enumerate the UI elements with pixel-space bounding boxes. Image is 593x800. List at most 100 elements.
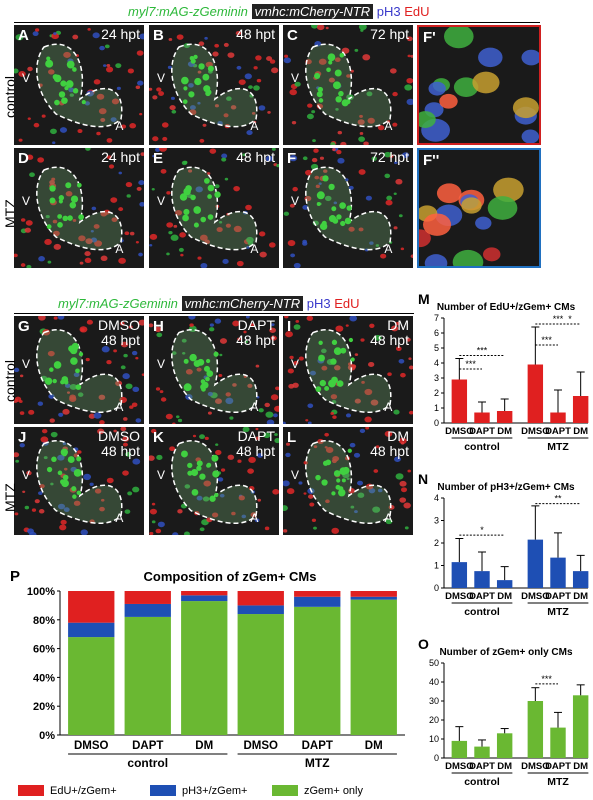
stack-phzgem-dm [181, 595, 228, 602]
ventricle-label: V [157, 468, 166, 483]
stack-phzgem-dapt [124, 603, 171, 617]
atrium-label: A [115, 400, 124, 415]
ventricle-label: V [22, 357, 31, 372]
legend-label: zGem+ only [304, 785, 363, 797]
header-green: myl7:mAG-zGeminin [128, 4, 248, 19]
bar-dmso [527, 539, 544, 588]
y-tick-label: 4 [434, 493, 439, 503]
panel-F-prime: F' [417, 25, 541, 145]
category-label: DAPT [545, 591, 571, 602]
panel-E: E 48 hpt V A [149, 148, 279, 268]
panel-G: G DMSO 48 hpt V A [14, 316, 144, 424]
y-tick-label: 7 [434, 313, 439, 323]
panel-F-double-prime: F'' [417, 148, 541, 268]
group-label-control: control [464, 776, 500, 788]
stack-phzgem-dm [350, 596, 397, 600]
ventricle-label: V [291, 193, 300, 208]
panel-condition: DAPT 48 hpt [236, 318, 275, 348]
ventricle-label: V [291, 468, 300, 483]
y-tick-label: 5 [434, 343, 439, 353]
panel-condition-line1: 72 hpt [370, 149, 409, 165]
panel-condition: DMSO 48 hpt [98, 429, 140, 459]
mid-header: myl7:mAG-zGeminin vmhc:mCherry-NTR pH3 E… [58, 296, 360, 311]
panel-condition-line1: DMSO [98, 317, 140, 333]
panel-condition: 24 hpt [101, 150, 140, 165]
top-header: myl7:mAG-zGeminin vmhc:mCherry-NTR pH3 E… [128, 4, 430, 19]
chart-O: O Number of zGem+ only CMs 0 10 20 30 40 50 DMSO… [418, 636, 589, 788]
category-label: DMSO [244, 740, 279, 752]
group-label-mtz: MTZ [547, 441, 569, 453]
bar-dm [496, 411, 513, 423]
atrium-label: A [384, 118, 393, 133]
panel-label: C [287, 27, 298, 44]
y-tick-label: 2 [434, 538, 439, 548]
stack-zgemonly-dapt [294, 606, 341, 735]
significance-mark: *** [541, 674, 552, 684]
y-tick-label: 60% [33, 644, 55, 656]
panel-condition-line2: 48 hpt [370, 332, 409, 348]
group-label-control: control [127, 756, 168, 770]
panel-condition: 72 hpt [370, 27, 409, 42]
panel-H: H DAPT 48 hpt V A [149, 316, 279, 424]
category-label: DAPT [469, 761, 495, 772]
mid-header-rule [14, 313, 414, 314]
category-label: DMSO [445, 591, 474, 602]
y-tick-label: 50 [429, 658, 439, 668]
atrium-label: A [384, 511, 393, 526]
category-label: DAPT [545, 426, 571, 437]
panel-J: J DMSO 48 hpt V A [14, 427, 144, 535]
chart-panel-label: O [418, 636, 429, 652]
significance-mark: * [568, 314, 572, 324]
stack-eduzgem-dmso [237, 591, 284, 606]
category-label: DMSO [521, 761, 550, 772]
panel-label: A [18, 27, 29, 44]
stack-zgemonly-dmso [237, 614, 284, 735]
y-tick-label: 40 [429, 677, 439, 687]
y-tick-label: 30 [429, 696, 439, 706]
stack-eduzgem-dapt [294, 591, 341, 597]
panel-B: B 48 hpt V A [149, 25, 279, 145]
chart-panel-label: N [418, 471, 428, 487]
bar-dapt [550, 557, 566, 588]
stack-zgemonly-dm [350, 599, 397, 735]
stack-zgemonly-dapt [124, 616, 171, 735]
chart-title: Composition of zGem+ CMs [144, 569, 317, 584]
significance-mark: *** [553, 314, 564, 324]
category-label: DM [573, 591, 588, 602]
category-label: DMSO [74, 740, 109, 752]
panel-label: G [18, 318, 30, 335]
chart-title: Number of EdU+/zGem+ CMs [437, 302, 576, 313]
category-label: DM [497, 591, 512, 602]
y-tick-label: 40% [33, 672, 55, 684]
row-label-control-mid: control [2, 359, 18, 402]
ventricle-label: V [157, 357, 166, 372]
group-label-mtz: MTZ [547, 776, 569, 788]
category-label: DM [365, 740, 383, 752]
bar-dapt [474, 746, 490, 758]
stack-phzgem-dapt [294, 596, 341, 607]
panel-condition-line1: DM [387, 317, 409, 333]
y-tick-label: 1 [434, 561, 439, 571]
y-tick-label: 20 [429, 715, 439, 725]
category-label: DMSO [445, 426, 474, 437]
y-tick-label: 0 [434, 583, 439, 593]
atrium-label: A [250, 241, 259, 256]
panel-condition-line2: 48 hpt [236, 332, 275, 348]
category-label: DAPT [132, 740, 163, 752]
panel-condition: DM 48 hpt [370, 429, 409, 459]
group-label-mtz: MTZ [305, 756, 330, 770]
chart-panel-label: M [418, 291, 430, 307]
bar-dapt [474, 571, 490, 588]
bar-dm [496, 733, 513, 758]
header-blue: pH3 [376, 4, 401, 19]
stack-eduzgem-dm [181, 591, 228, 596]
y-tick-label: 0% [39, 730, 55, 742]
significance-mark: *** [477, 346, 488, 356]
category-label: DAPT [545, 761, 571, 772]
category-label: DM [497, 761, 512, 772]
y-tick-label: 6 [434, 328, 439, 338]
panel-label: F' [423, 29, 436, 46]
significance-mark: *** [465, 359, 476, 369]
panel-label: H [153, 318, 164, 335]
